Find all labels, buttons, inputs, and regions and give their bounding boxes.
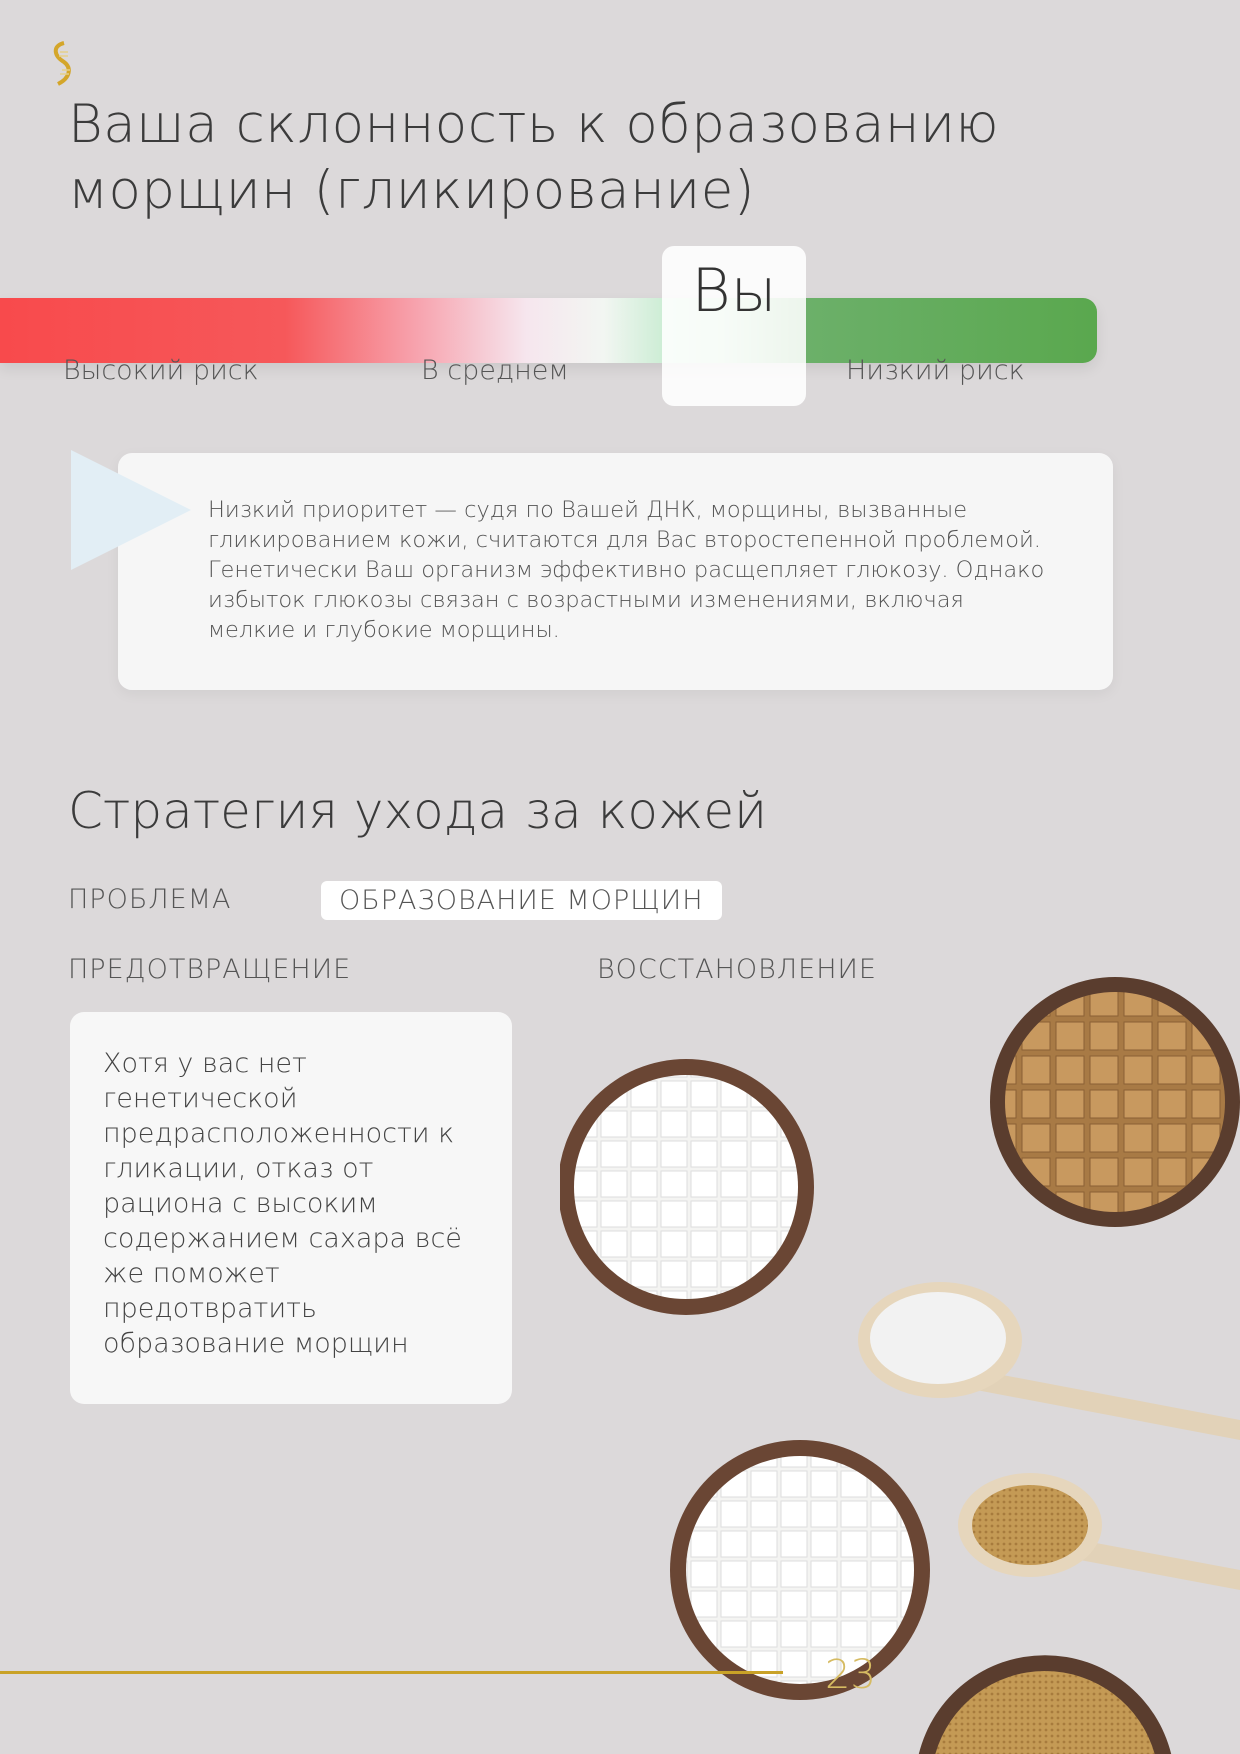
problem-label: ПРОБЛЕМА — [68, 884, 232, 915]
section-title: Стратегия ухода за кожей — [68, 782, 768, 840]
risk-scale-bar — [0, 298, 1097, 363]
problem-value-badge: ОБРАЗОВАНИЕ МОРЩИН — [321, 881, 722, 920]
prevention-label: ПРЕДОТВРАЩЕНИЕ — [68, 954, 352, 985]
title-line-2: морщин (гликирование) — [68, 160, 756, 221]
you-marker: Вы — [662, 246, 806, 406]
sugar-bowls-photo — [560, 977, 1240, 1754]
page-title: Ваша склонность к образованию морщин (гл… — [68, 92, 999, 224]
callout-text: Низкий приоритет — судя по Вашей ДНК, мо… — [208, 497, 1045, 643]
risk-label-average: В среднем — [421, 355, 569, 386]
prevention-card — [70, 1012, 512, 1404]
callout-box — [118, 453, 1113, 690]
prevention-text: Хотя у вас нет генетической предрасполож… — [103, 1048, 462, 1359]
title-line-1: Ваша склонность к образованию — [68, 94, 1000, 155]
risk-label-low: Низкий риск — [846, 355, 1025, 386]
footer-divider — [0, 1671, 783, 1674]
spoon-2 — [1080, 1540, 1240, 1590]
page-number: 23 — [825, 1652, 876, 1698]
recovery-label: ВОССТАНОВЛЕНИЕ — [597, 954, 877, 985]
dna-helix-logo — [53, 41, 71, 86]
spoon-1 — [950, 1365, 1240, 1440]
play-triangle-icon — [71, 450, 191, 570]
risk-label-high: Высокий риск — [63, 355, 259, 386]
